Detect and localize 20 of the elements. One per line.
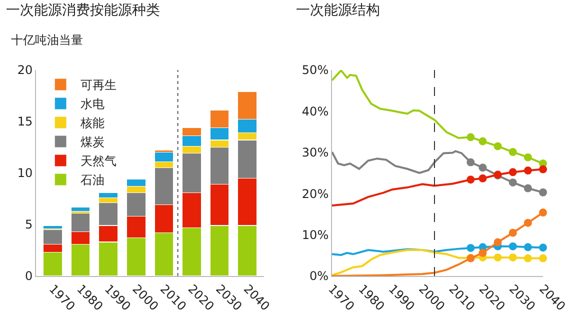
legend-label: 核能 — [80, 116, 105, 130]
y-tick-label: 20% — [302, 186, 329, 201]
y-tick-label: 50% — [302, 63, 329, 78]
chart-title: 一次能源结构 — [296, 2, 380, 19]
y-tick-label: 0 — [24, 269, 33, 284]
chart-title: 一次能源消费按能源种类 — [6, 2, 160, 19]
y-tick-label: 10% — [302, 228, 329, 242]
y-tick-label: 0% — [310, 269, 329, 284]
legend-label: 水电 — [80, 97, 105, 112]
legend-label: 煤炭 — [80, 135, 105, 150]
y-tick-label: 15 — [17, 114, 33, 129]
y-tick-label: 30% — [302, 146, 329, 160]
legend-label: 可再生 — [80, 78, 117, 92]
y-axis-title: 十亿吨油当量 — [11, 33, 83, 47]
y-tick-label: 20 — [17, 63, 33, 78]
y-tick-label: 5 — [24, 218, 33, 232]
legend-label: 天然气 — [80, 154, 117, 168]
y-tick-label: 10 — [17, 166, 33, 180]
y-tick-label: 40% — [302, 104, 329, 118]
legend-label: 石油 — [80, 173, 105, 188]
